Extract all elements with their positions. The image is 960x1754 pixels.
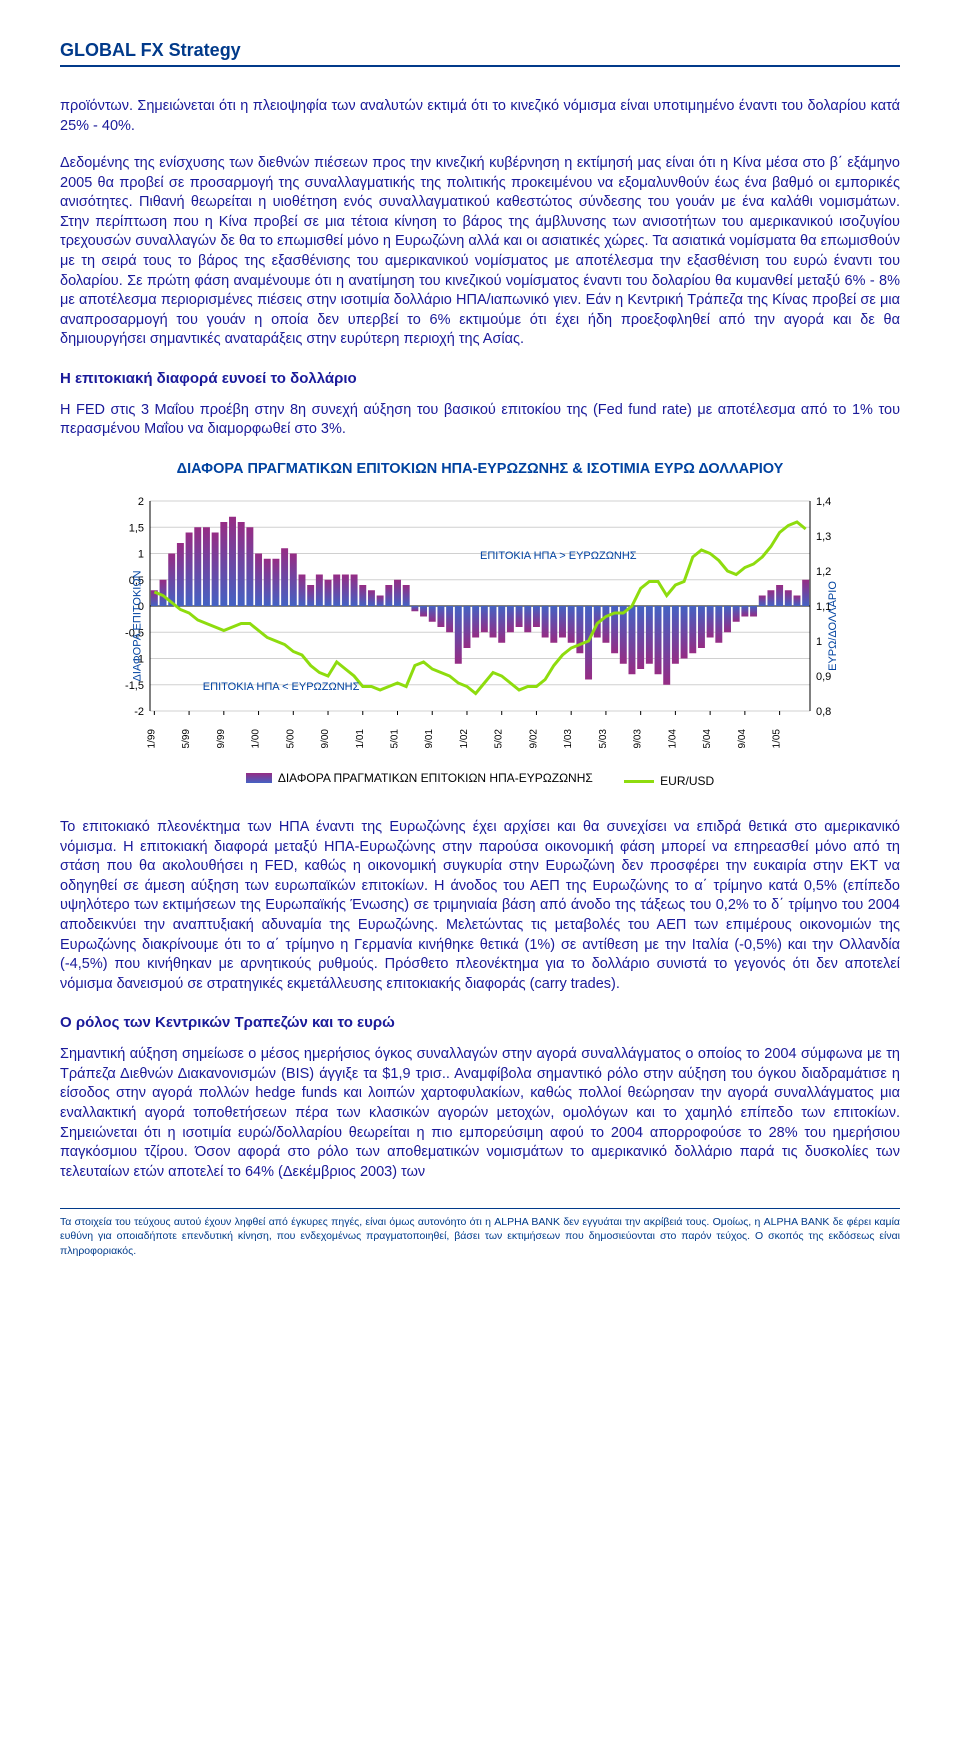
svg-text:-2: -2 bbox=[134, 706, 144, 718]
legend-bar-swatch bbox=[246, 773, 272, 783]
paragraph-1: προϊόντων. Σημειώνεται ότι η πλειοψηφία … bbox=[60, 97, 900, 136]
legend-line-label: EUR/USD bbox=[660, 774, 714, 788]
svg-text:1/00: 1/00 bbox=[251, 728, 262, 748]
paragraph-5: Σημαντική αύξηση σημείωσε ο μέσος ημερήσ… bbox=[60, 1045, 900, 1182]
left-axis-label: ΔΙΑΦΟΡΑ ΕΠΙΤΟΚΙΩΝ bbox=[132, 570, 144, 681]
header-brand: GLOBAL FX Strategy bbox=[60, 40, 900, 67]
svg-text:1/03: 1/03 bbox=[563, 728, 574, 748]
section-heading-2: Ο ρόλος των Κεντρικών Τραπεζών και το ευ… bbox=[60, 1014, 900, 1031]
svg-text:2: 2 bbox=[138, 496, 144, 508]
svg-text:1,3: 1,3 bbox=[816, 531, 831, 543]
svg-text:9/99: 9/99 bbox=[216, 728, 227, 748]
svg-text:5/00: 5/00 bbox=[285, 728, 296, 748]
svg-text:1/01: 1/01 bbox=[355, 728, 366, 748]
svg-text:1,4: 1,4 bbox=[816, 496, 831, 508]
svg-text:1: 1 bbox=[138, 548, 144, 560]
svg-text:1/99: 1/99 bbox=[146, 728, 157, 748]
svg-text:5/02: 5/02 bbox=[494, 728, 505, 748]
svg-text:5/03: 5/03 bbox=[598, 728, 609, 748]
svg-text:1,2: 1,2 bbox=[816, 566, 831, 578]
svg-text:0,9: 0,9 bbox=[816, 671, 831, 683]
legend-bar-label: ΔΙΑΦΟΡΑ ΠΡΑΓΜΑΤΙΚΩΝ ΕΠΙΤΟΚΙΩΝ ΗΠΑ-ΕΥΡΩΖΩ… bbox=[278, 771, 593, 785]
right-axis-label: ΕΥΡΩ/ΔΟΛΛΑΡΙΟ bbox=[827, 581, 839, 671]
svg-text:1/02: 1/02 bbox=[459, 728, 470, 748]
svg-text:1/05: 1/05 bbox=[772, 728, 783, 748]
paragraph-2: Δεδομένης της ενίσχυσης των διεθνών πιέσ… bbox=[60, 154, 900, 350]
footer-disclaimer: Τα στοιχεία του τεύχους αυτού έχουν ληφθ… bbox=[60, 1208, 900, 1258]
svg-text:1/04: 1/04 bbox=[667, 728, 678, 748]
svg-text:ΕΠΙΤΟΚΙΑ ΗΠΑ > ΕΥΡΩΖΩΝΗΣ: ΕΠΙΤΟΚΙΑ ΗΠΑ > ΕΥΡΩΖΩΝΗΣ bbox=[480, 549, 637, 561]
chart-container: ΔΙΑΦΟΡΑ ΠΡΑΓΜΑΤΙΚΩΝ ΕΠΙΤΟΚΙΩΝ ΗΠΑ-ΕΥΡΩΖΩ… bbox=[90, 460, 870, 788]
svg-text:5/04: 5/04 bbox=[702, 728, 713, 748]
paragraph-3: Η FED στις 3 Μαΐου προέβη στην 8η συνεχή… bbox=[60, 401, 900, 440]
svg-text:1: 1 bbox=[816, 636, 822, 648]
svg-text:9/00: 9/00 bbox=[320, 728, 331, 748]
chart-svg: -2-1,5-1-0,500,511,52 0,80,911,11,21,31,… bbox=[100, 491, 860, 761]
svg-text:5/99: 5/99 bbox=[181, 728, 192, 748]
chart-title: ΔΙΑΦΟΡΑ ΠΡΑΓΜΑΤΙΚΩΝ ΕΠΙΤΟΚΙΩΝ ΗΠΑ-ΕΥΡΩΖΩ… bbox=[90, 460, 870, 479]
legend-line-swatch bbox=[624, 780, 654, 783]
section-heading-1: Η επιτοκιακή διαφορά ευνοεί το δολλάριο bbox=[60, 370, 900, 387]
chart-legend: ΔΙΑΦΟΡΑ ΠΡΑΓΜΑΤΙΚΩΝ ΕΠΙΤΟΚΙΩΝ ΗΠΑ-ΕΥΡΩΖΩ… bbox=[90, 771, 870, 789]
svg-text:1,5: 1,5 bbox=[129, 522, 144, 534]
svg-text:9/03: 9/03 bbox=[633, 728, 644, 748]
svg-text:ΕΠΙΤΟΚΙΑ ΗΠΑ < ΕΥΡΩΖΩΝΗΣ: ΕΠΙΤΟΚΙΑ ΗΠΑ < ΕΥΡΩΖΩΝΗΣ bbox=[203, 681, 360, 693]
svg-text:9/04: 9/04 bbox=[737, 728, 748, 748]
svg-text:9/02: 9/02 bbox=[528, 728, 539, 748]
paragraph-4: Το επιτοκιακό πλεονέκτημα των ΗΠΑ έναντι… bbox=[60, 818, 900, 994]
svg-text:5/01: 5/01 bbox=[390, 728, 401, 748]
svg-text:0,8: 0,8 bbox=[816, 706, 831, 718]
svg-text:9/01: 9/01 bbox=[424, 728, 435, 748]
